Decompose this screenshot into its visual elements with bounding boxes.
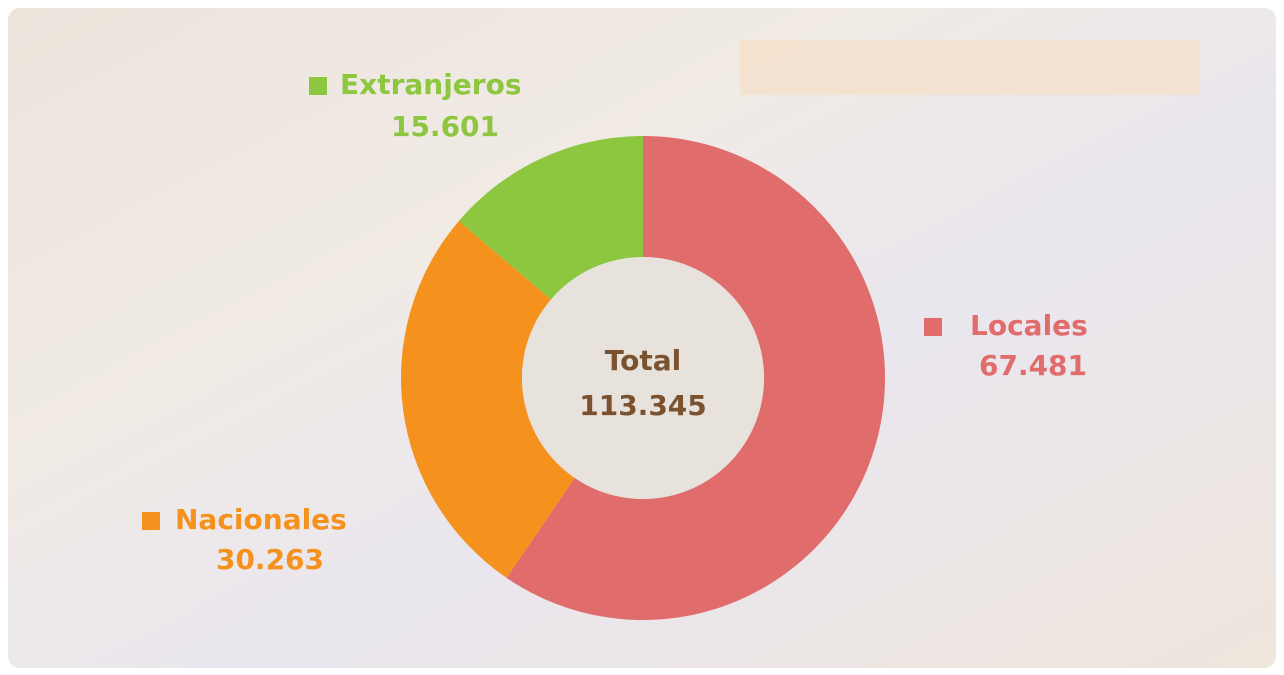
center-title: Total — [605, 344, 682, 377]
donut-slice — [506, 136, 886, 620]
donut-hole — [522, 257, 764, 499]
legend-swatch — [309, 77, 327, 95]
legend-label: Locales — [970, 309, 1088, 342]
value-label: 67.481 — [979, 349, 1087, 382]
legend-swatch — [142, 512, 160, 530]
legend-label: Nacionales — [175, 503, 347, 536]
value-label: 30.263 — [216, 543, 324, 576]
center-value: 113.345 — [579, 389, 707, 422]
donut-slice — [458, 136, 643, 300]
legend-label: Extranjeros — [340, 68, 522, 101]
donut-slice — [401, 220, 575, 578]
banner — [740, 40, 1200, 95]
legend-swatch — [924, 318, 942, 336]
value-label: 15.601 — [391, 110, 499, 143]
